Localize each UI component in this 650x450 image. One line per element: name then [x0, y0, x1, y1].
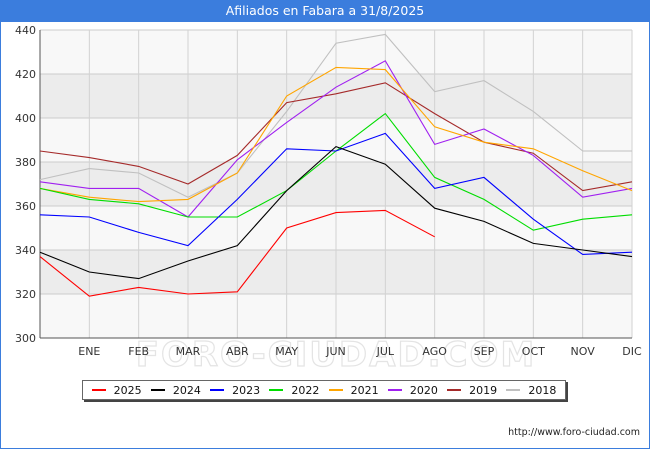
x-tick-label: ENE	[78, 345, 100, 358]
legend-item-2025: 2025	[91, 383, 142, 397]
x-tick-label: JUL	[376, 345, 395, 358]
x-tick-label: ABR	[226, 345, 249, 358]
x-tick-label: SEP	[474, 345, 495, 358]
legend-item-2018: 2018	[506, 384, 556, 397]
legend-label: 2020	[409, 383, 438, 397]
chart-title: Afiliados en Fabara a 31/8/2025	[0, 0, 650, 22]
x-tick-label: MAY	[275, 345, 298, 358]
x-tick-label: JUN	[325, 345, 346, 358]
legend-item-2023: 2023	[210, 384, 260, 397]
series-line-2023	[39, 132, 633, 255]
source-url: http://www.foro-ciudad.com	[508, 427, 640, 438]
legend-swatch	[328, 389, 343, 391]
series-line-2025	[39, 209, 435, 297]
series-line-2020	[39, 60, 633, 218]
series-line-2019	[39, 82, 633, 192]
x-tick-label: FEB	[128, 345, 149, 358]
legend-label: 2023	[232, 383, 261, 397]
legend-item-2021: 2021	[328, 383, 379, 397]
legend-label: 2019	[469, 383, 498, 397]
y-tick-label: 340	[15, 244, 36, 257]
legend-label: 2025	[113, 383, 142, 397]
x-tick-label: MAR	[176, 345, 201, 358]
y-tick-label: 440	[15, 24, 36, 37]
legend-swatch	[210, 389, 225, 391]
legend-swatch	[506, 389, 521, 391]
chart-legend: 2025 2024 2023 2022 2021 2020 2019 2018	[82, 380, 566, 400]
x-tick-label: AGO	[422, 345, 447, 358]
legend-label: 2021	[350, 383, 379, 397]
legend-swatch	[150, 389, 165, 391]
series-line-2024	[39, 145, 633, 280]
legend-item-2022: 2022	[269, 384, 319, 397]
legend-swatch	[387, 389, 402, 391]
series-line-2021	[39, 66, 633, 203]
x-tick-label: OCT	[522, 345, 545, 358]
legend-label: 2022	[291, 383, 320, 397]
watermark-text: FORO-CIUDAD.COM	[136, 335, 537, 375]
y-tick-label: 300	[15, 332, 36, 345]
x-tick-label: NOV	[571, 345, 596, 358]
series-line-2018	[39, 33, 632, 198]
y-tick-label: 320	[15, 288, 36, 301]
y-tick-label: 400	[15, 112, 36, 125]
legend-label: 2018	[528, 383, 557, 397]
legend-swatch	[91, 389, 106, 391]
x-tick-label: DIC	[622, 345, 642, 358]
legend-swatch	[269, 389, 284, 391]
y-tick-label: 380	[15, 156, 36, 169]
y-tick-label: 420	[15, 68, 36, 81]
y-tick-label: 360	[15, 200, 36, 213]
legend-item-2019: 2019	[447, 384, 497, 397]
legend-label: 2024	[172, 383, 201, 397]
legend-swatch	[447, 389, 462, 391]
legend-item-2024: 2024	[150, 383, 201, 397]
legend-item-2020: 2020	[387, 383, 438, 397]
